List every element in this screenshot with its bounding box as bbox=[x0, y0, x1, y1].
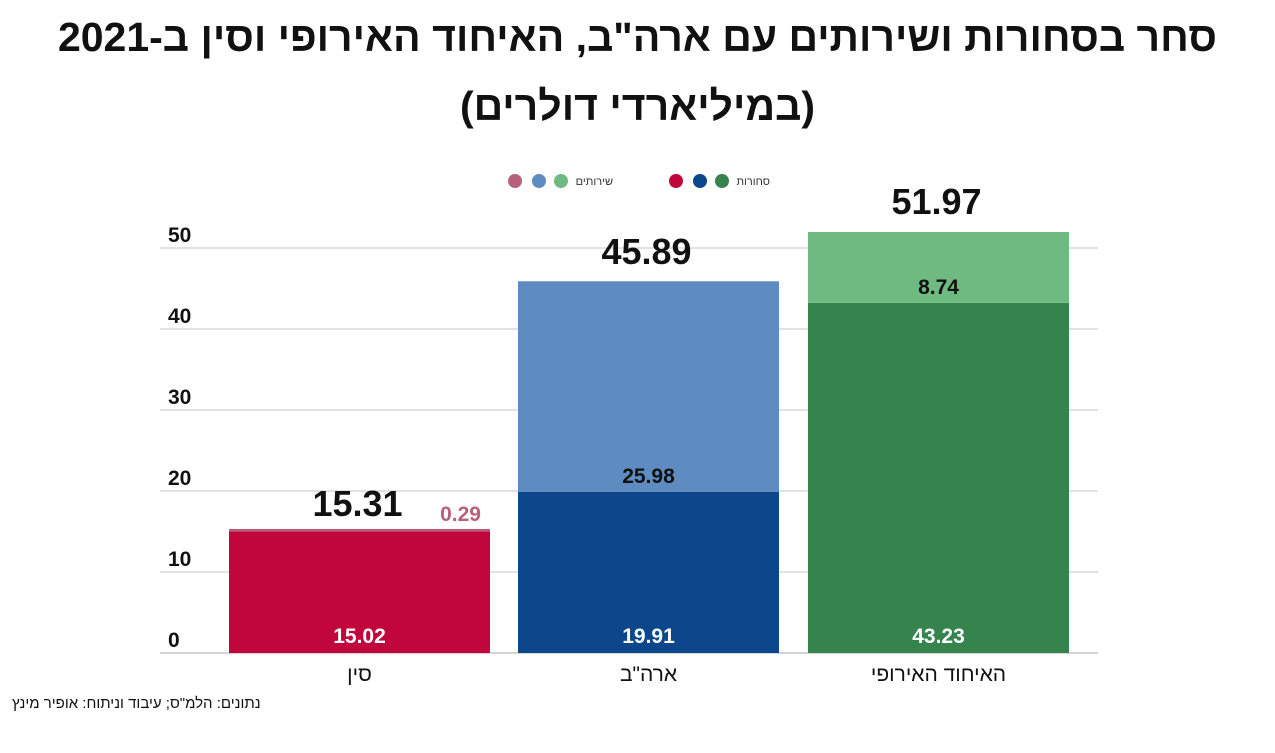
y-tick-label: 30 bbox=[168, 386, 191, 409]
bar-goods bbox=[229, 531, 490, 653]
data-label-services: 8.74 bbox=[918, 276, 959, 299]
legend-label-services: שירותים bbox=[576, 176, 613, 188]
legend-swatch bbox=[508, 174, 522, 188]
x-tick-label: האיחוד האירופי bbox=[871, 663, 1006, 686]
bar-services bbox=[229, 528, 490, 532]
source-note: נתונים: הלמ"ס; עיבוד וניתוח: אופיר מינץ bbox=[12, 695, 261, 712]
data-label-total: 45.89 bbox=[601, 231, 691, 272]
data-label-goods: 15.02 bbox=[333, 625, 386, 648]
x-tick-label: סין bbox=[347, 663, 372, 686]
legend-swatch bbox=[532, 174, 546, 188]
data-label-services: 25.98 bbox=[622, 465, 675, 488]
data-label-services: 0.29 bbox=[440, 503, 481, 526]
y-tick-label: 10 bbox=[168, 548, 191, 571]
data-label-goods: 19.91 bbox=[622, 625, 675, 648]
data-label-total: 51.97 bbox=[891, 181, 981, 222]
chart-subtitle: (במיליארדי דולרים) bbox=[459, 83, 816, 129]
y-tick-label: 20 bbox=[168, 467, 191, 490]
data-label-total: 15.31 bbox=[312, 483, 402, 524]
legend-label-goods: סחורות bbox=[736, 176, 770, 188]
data-label-goods: 43.23 bbox=[912, 625, 965, 648]
legend-swatch bbox=[554, 174, 568, 188]
y-tick-label: 0 bbox=[168, 629, 180, 652]
bar-goods bbox=[808, 302, 1069, 653]
legend-swatch bbox=[669, 174, 683, 188]
legend-swatch bbox=[715, 174, 729, 188]
x-tick-label: ארה"ב bbox=[620, 663, 677, 686]
chart-title: סחר בסחורות ושירותים עם ארה"ב, האיחוד הא… bbox=[57, 14, 1218, 60]
bar-services bbox=[518, 281, 779, 492]
bar-goods bbox=[518, 491, 779, 653]
legend-swatch bbox=[693, 174, 707, 188]
y-tick-label: 50 bbox=[168, 224, 191, 247]
y-tick-label: 40 bbox=[168, 305, 191, 328]
bar-services bbox=[808, 232, 1069, 303]
stacked-bar-chart: 0 10 20 30 40 50 סחורות שירותים 15.02 0.29 15.31 סי… bbox=[160, 174, 1098, 686]
